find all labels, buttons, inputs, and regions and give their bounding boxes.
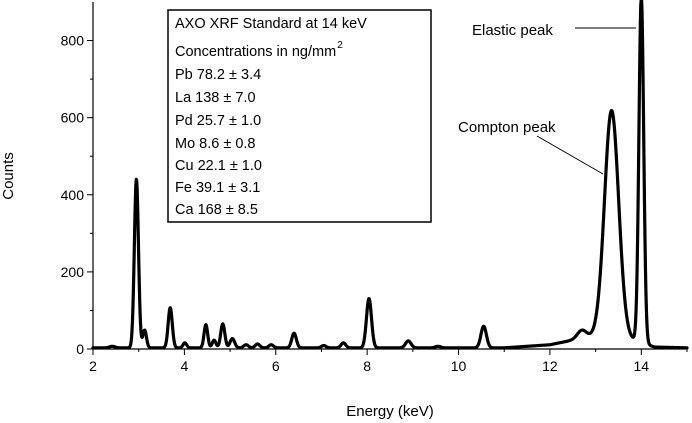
x-tick-label: 8 — [363, 358, 371, 374]
legend-box — [167, 9, 432, 223]
compton-peak-leader — [536, 135, 604, 175]
x-axis-label: Energy (keV) — [346, 403, 434, 420]
y-tick-group: 0 200 400 600 800 — [61, 33, 93, 357]
x-tick-label: 6 — [272, 358, 280, 374]
y-tick-label: 200 — [61, 264, 85, 280]
spectrum-line — [91, 0, 689, 350]
legend-entry: La 138 ± 7.0 — [175, 90, 256, 106]
legend-entry: Mo 8.6 ± 0.8 — [175, 136, 256, 152]
legend: AXO XRF Standard at 14 keV Concentration… — [167, 9, 432, 223]
y-axis-label: Counts — [0, 152, 17, 200]
legend-entry: Cu 22.1 ± 1.0 — [175, 158, 262, 174]
legend-entry: Pd 25.7 ± 1.0 — [175, 113, 261, 129]
legend-conc-label: Concentrations in ng/mm2 — [175, 40, 343, 60]
y-tick-label: 400 — [61, 187, 85, 203]
x-tick-label: 14 — [634, 358, 650, 374]
legend-conc-superscript: 2 — [337, 40, 343, 51]
elastic-peak-label: Elastic peak — [472, 22, 553, 39]
y-tick-label: 600 — [61, 110, 85, 126]
legend-conc-text: Concentrations in ng/mm — [175, 44, 336, 60]
x-tick-label: 10 — [451, 358, 467, 374]
legend-title: AXO XRF Standard at 14 keV — [175, 16, 367, 32]
legend-entry: Pb 78.2 ± 3.4 — [175, 67, 261, 83]
legend-entry: Ca 168 ± 8.5 — [175, 202, 258, 218]
y-tick-label: 800 — [61, 33, 85, 49]
compton-peak-label: Compton peak — [458, 119, 556, 136]
legend-entry: Fe 39.1 ± 3.1 — [175, 180, 260, 196]
x-tick-group: 2 4 6 8 10 12 14 — [89, 349, 688, 374]
x-tick-label: 12 — [542, 358, 558, 374]
x-tick-label: 4 — [180, 358, 188, 374]
x-tick-label: 2 — [89, 358, 97, 374]
y-tick-label: 0 — [76, 341, 84, 357]
